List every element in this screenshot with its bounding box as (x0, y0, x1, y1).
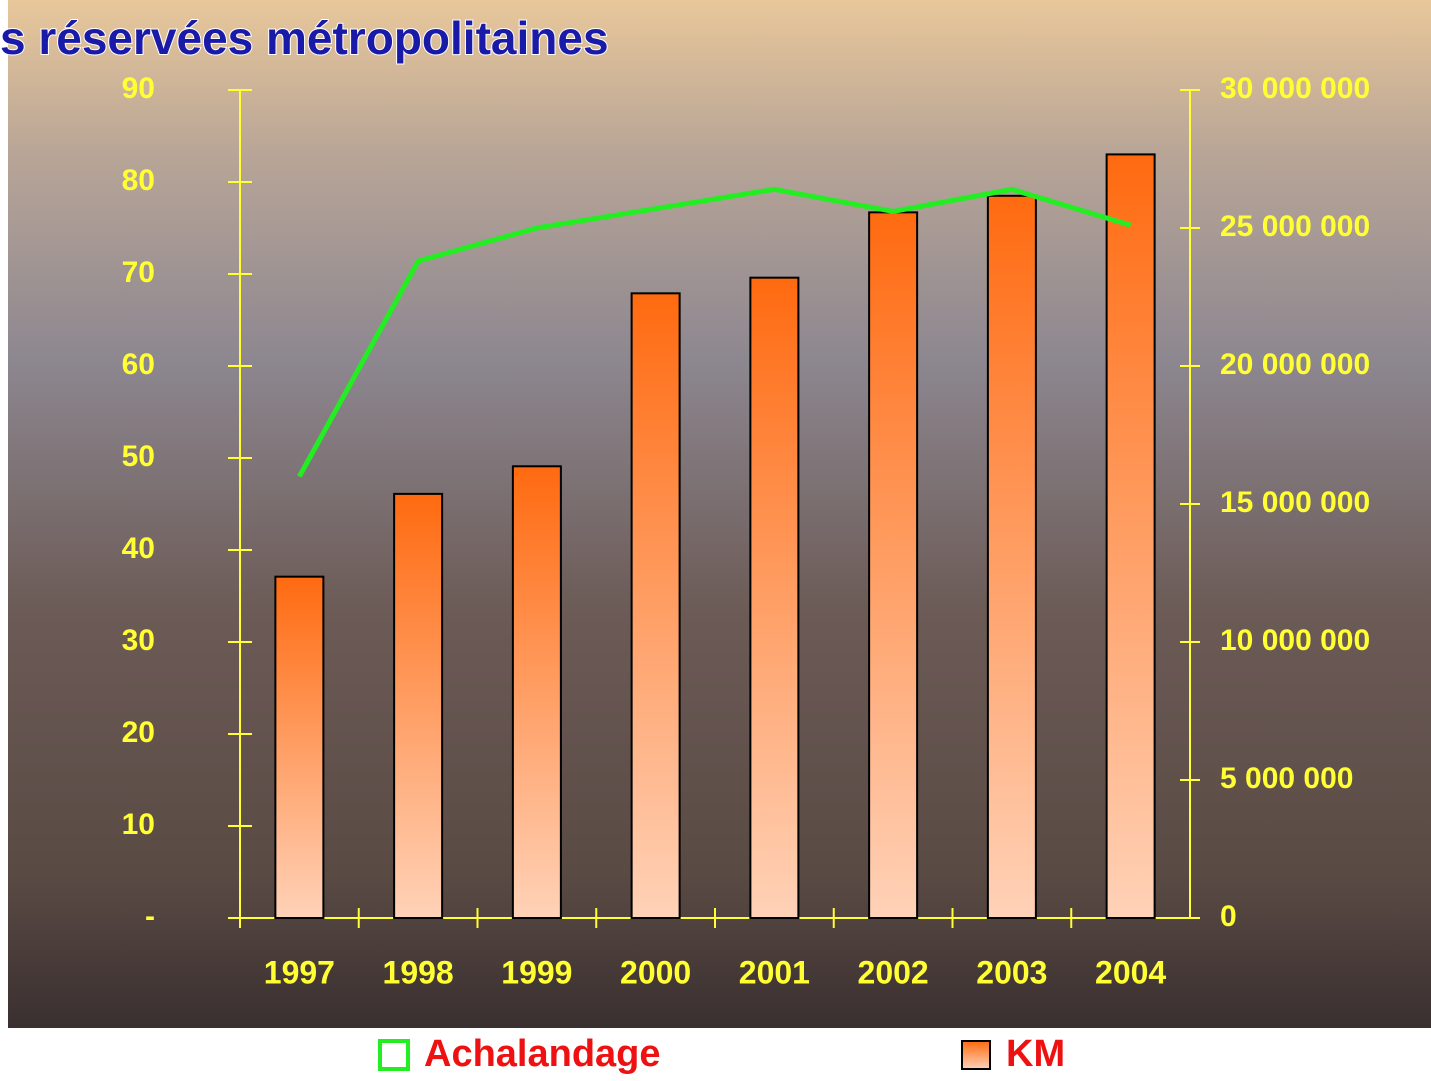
legend-swatch (961, 1040, 991, 1070)
x-tick-label: 1998 (383, 954, 454, 990)
y-tick-label: 90 (122, 72, 155, 105)
x-tick-label: 2000 (620, 954, 691, 990)
x-tick-label: 2004 (1095, 954, 1166, 990)
y-tick-label: 70 (122, 256, 155, 289)
x-tick-label: 2002 (858, 954, 929, 990)
x-tick-label: 1997 (264, 954, 335, 990)
y-tick-label: 40 (122, 532, 155, 565)
line (297, 186, 1132, 478)
legend: Achalandage KM (378, 1033, 1065, 1075)
bar (1105, 153, 1156, 919)
bar (630, 292, 681, 919)
x-tick-label: 1999 (501, 954, 572, 990)
y2-tick-label: 10 000 000 (1220, 624, 1370, 657)
background-photo (8, 0, 1431, 1028)
y2-tick-label: 20 000 000 (1220, 348, 1370, 381)
x-tick-label: 2001 (739, 954, 810, 990)
y2-tick-label: 0 (1220, 900, 1237, 933)
bar (274, 575, 325, 919)
y-tick-label: 30 (122, 624, 155, 657)
legend-label: Achalandage (424, 1033, 661, 1075)
chart-title: s réservées métropolitaines (0, 12, 609, 64)
bar (393, 492, 444, 919)
y2-tick-label: 30 000 000 (1220, 72, 1370, 105)
y-tick-label: 60 (122, 348, 155, 381)
legend-label: KM (1006, 1033, 1065, 1075)
bar (511, 465, 562, 919)
bar (986, 194, 1037, 920)
legend-swatch (378, 1039, 410, 1071)
y-tick-label: 20 (122, 716, 155, 749)
y-tick-label: - (145, 900, 155, 933)
y2-tick-label: 15 000 000 (1220, 486, 1370, 519)
y2-tick-label: 5 000 000 (1220, 762, 1353, 795)
x-tick-label: 2003 (976, 954, 1047, 990)
bar (868, 211, 919, 920)
y-tick-label: 80 (122, 164, 155, 197)
y-tick-label: 10 (122, 808, 155, 841)
y2-tick-label: 25 000 000 (1220, 210, 1370, 243)
bar (749, 276, 800, 919)
y-tick-label: 50 (122, 440, 155, 473)
